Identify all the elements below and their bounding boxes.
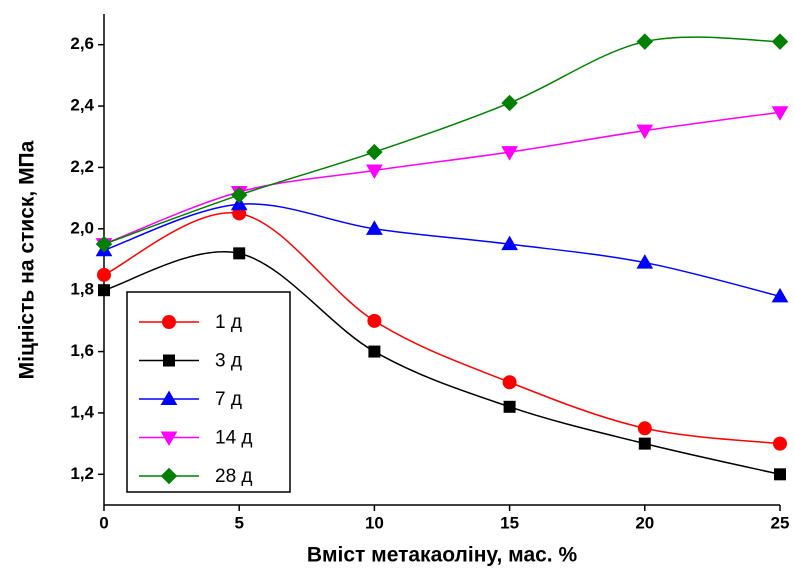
legend-label: 3 д [215, 351, 242, 372]
legend-marker [160, 390, 178, 405]
data-point [230, 186, 248, 204]
series-line [103, 36, 781, 245]
legend-label: 28 д [215, 466, 253, 487]
legend-label: 1 д [215, 312, 242, 333]
legend-label: 7 д [215, 389, 242, 410]
series-line [103, 251, 781, 476]
y-tick-label: 1,2 [70, 464, 94, 483]
x-tick-label: 0 [99, 513, 108, 532]
y-tick-label: 1,6 [70, 341, 94, 360]
data-point [366, 164, 383, 180]
legend-marker [160, 431, 178, 447]
data-point [638, 437, 651, 450]
data-point [366, 220, 383, 235]
data-point [501, 235, 518, 251]
data-point [503, 400, 516, 413]
y-tick-label: 1,8 [70, 280, 94, 299]
data-point [367, 313, 382, 328]
data-point [773, 436, 787, 451]
data-point [233, 247, 246, 260]
y-tick-label: 1,4 [70, 402, 94, 421]
legend-marker [163, 354, 175, 367]
data-point [501, 94, 518, 112]
data-point [366, 143, 383, 161]
y-tick-label: 2,2 [70, 157, 94, 176]
legend-marker [160, 467, 178, 485]
y-tick-label: 2,4 [70, 96, 94, 115]
data-point [368, 345, 381, 358]
data-point [95, 235, 113, 253]
data-point [771, 287, 789, 303]
series-line [103, 212, 781, 445]
data-point [636, 124, 654, 140]
data-point [502, 375, 517, 390]
x-tick-label: 15 [500, 513, 519, 532]
data-point [98, 284, 110, 297]
y-axis-title: Міцність на стиск, МПа [16, 140, 39, 379]
x-tick-label: 5 [234, 513, 243, 532]
data-point [636, 33, 654, 50]
data-point [774, 468, 786, 481]
x-tick-label: 20 [635, 513, 654, 532]
data-point [771, 106, 789, 121]
data-point [501, 146, 518, 161]
legend-marker [162, 315, 176, 329]
y-tick-label: 2,0 [70, 218, 94, 237]
data-point [636, 254, 654, 269]
y-tick-label: 2,6 [70, 34, 94, 53]
legend-box [126, 291, 291, 493]
legend-label: 14 д [215, 428, 253, 449]
x-tick-label: 10 [365, 513, 384, 532]
x-axis-title: Вміст метакаоліну, мас. % [307, 544, 578, 567]
data-point [637, 421, 652, 436]
x-tick-label: 25 [771, 513, 790, 532]
data-point [771, 33, 789, 50]
series-line [103, 203, 781, 298]
series-line [103, 111, 781, 245]
data-point [97, 267, 111, 282]
